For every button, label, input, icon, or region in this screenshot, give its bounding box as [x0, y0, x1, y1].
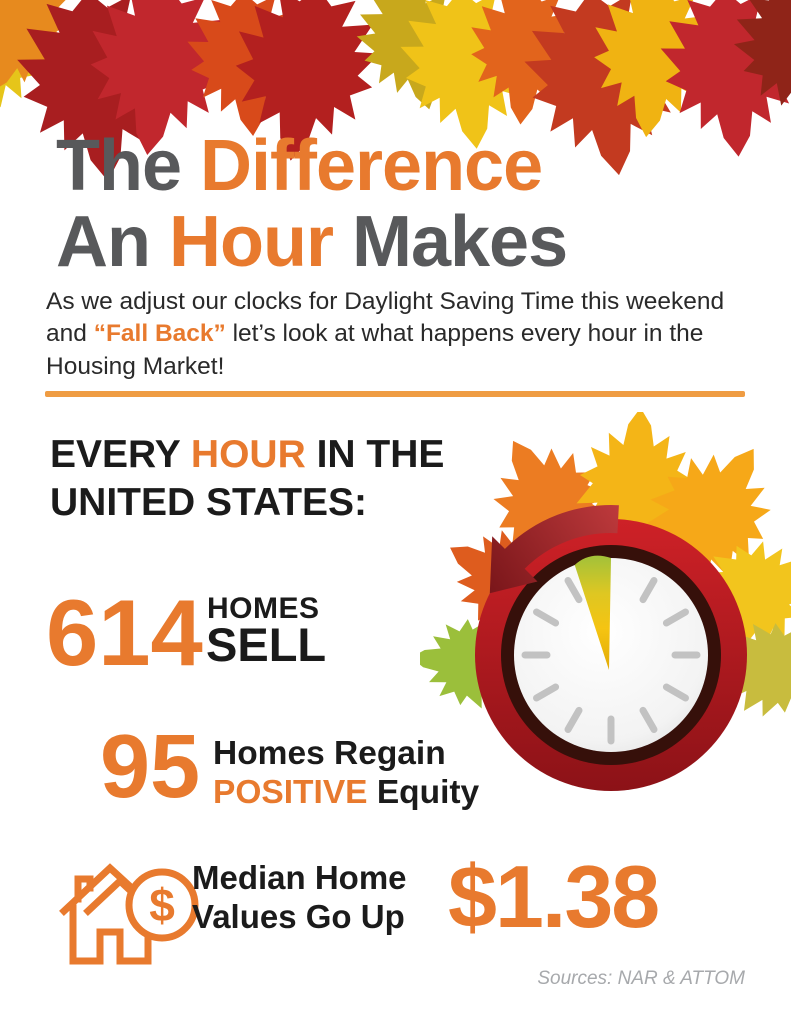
clock-face-group	[475, 504, 747, 791]
heading-text: EVERY	[50, 433, 191, 476]
title-text-orange: Hour	[168, 202, 334, 283]
stat-equity-label-1: Homes Regain	[213, 735, 446, 772]
stat-homes-sell-label-2: SELL	[206, 618, 327, 671]
intro-line-2-pre: and	[46, 320, 94, 348]
stat-median-label-2: Values Go Up	[192, 898, 405, 935]
title-text-orange: Difference	[200, 126, 543, 206]
title-text-gray: Makes	[332, 202, 568, 283]
walls-door-shape	[69, 904, 152, 965]
intro-paragraph: As we adjust our clocks for Daylight Sav…	[46, 286, 726, 383]
dollar-circle	[125, 868, 199, 942]
heading-text: IN THE	[305, 433, 445, 476]
section-divider	[45, 391, 745, 397]
title-line-2: An Hour Makes	[56, 202, 568, 283]
stat-median-value: $1.38	[448, 847, 660, 946]
title-line-1: The Difference	[56, 128, 567, 204]
intro-line-2-post: let’s look at what happens every hour in…	[225, 320, 704, 348]
heading-highlight: HOUR	[190, 433, 306, 476]
stat-equity-label-2-post: Equity	[367, 774, 480, 811]
heading-line-1: EVERY HOUR IN THE	[50, 431, 444, 479]
stat-equity-highlight: POSITIVE	[213, 774, 368, 811]
clock-hour-wedge	[574, 555, 611, 670]
stat-equity-label-2: POSITIVE Equity	[213, 776, 479, 810]
house-dollar-icon: $	[59, 863, 199, 965]
stat-homes-sell-label-1: HOMES	[207, 592, 320, 625]
clock-face	[514, 558, 708, 752]
title-text-gray: An	[56, 202, 169, 283]
intro-line-1: As we adjust our clocks for Daylight Sav…	[46, 288, 725, 315]
fall-back-clock-illustration	[420, 412, 791, 791]
dollar-sign-glyph: $	[149, 879, 175, 931]
fall-back-arrow-icon	[489, 504, 619, 594]
sources-note: Sources: NAR & ATTOM	[537, 968, 745, 989]
clock-tick-marks	[521, 577, 701, 745]
heading-line-2: UNITED STATES:	[50, 480, 368, 524]
page-title: The Difference An Hour Makes	[56, 128, 568, 283]
stat-equity-value: 95	[100, 717, 201, 817]
section-heading: EVERY HOUR IN THE UNITED STATES:	[50, 431, 444, 526]
stat-median-label-1: Median Home	[192, 859, 407, 896]
fall-back-highlight: “Fall Back”	[93, 320, 226, 348]
intro-line-3: Housing Market!	[46, 352, 225, 380]
title-text-gray: The	[56, 126, 201, 206]
stat-homes-sell-value: 614	[46, 580, 203, 685]
